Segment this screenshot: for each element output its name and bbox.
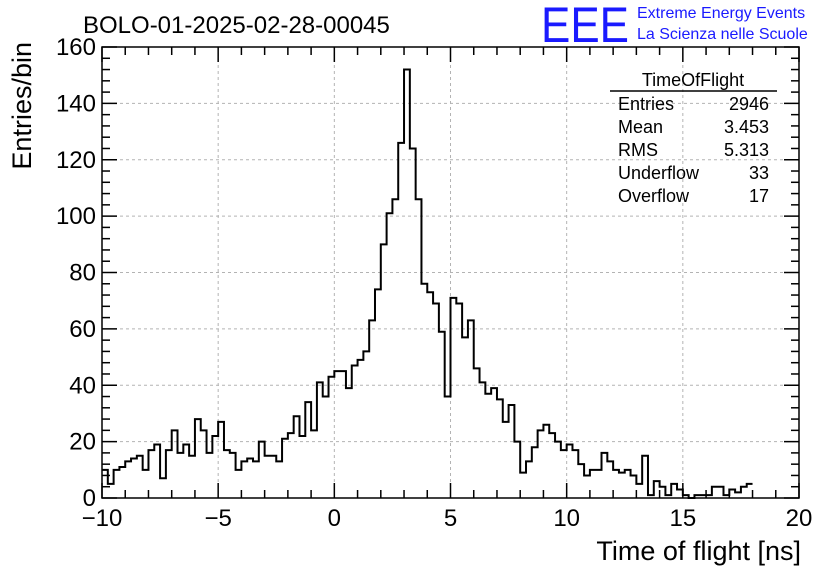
stats-overflow-value: 17 [749,186,769,206]
plot-frame [101,46,800,499]
histogram-outline [102,68,753,499]
y-tick-label: 100 [56,203,96,230]
stats-rms-value: 5.313 [724,140,769,160]
stats-rms-label: RMS [618,140,658,160]
y-tick-label: 60 [69,316,96,343]
x-tick-label: −10 [82,505,123,532]
y-tick-label: 160 [56,34,96,61]
tick-labels: −10 −5 0 5 10 15 20 0 20 40 60 80 100 120 140 160 [56,34,812,532]
stats-title: TimeOfFlight [642,70,744,90]
stats-mean-label: Mean [618,117,663,137]
y-tick-label: 40 [69,372,96,399]
y-tick-label: 80 [69,260,96,287]
y-tick-label: 120 [56,147,96,174]
logo: EEE Extreme Energy Events La Scienza nel… [541,0,808,53]
x-tick-label: 20 [786,505,813,532]
x-tick-label: −5 [204,505,231,532]
stats-underflow-value: 33 [749,163,769,183]
x-tick-label: 0 [328,505,341,532]
x-tick-label: 5 [444,505,457,532]
axis-ticks [101,46,800,499]
chart-title: BOLO-01-2025-02-28-00045 [83,12,390,39]
y-tick-label: 140 [56,90,96,117]
stats-box: TimeOfFlight Entries 2946 Mean 3.453 RMS… [610,70,777,206]
histogram [102,68,753,499]
y-tick-label: 0 [83,485,96,512]
stats-underflow-label: Underflow [618,163,700,183]
logo-mark: EEE [541,0,629,53]
x-tick-label: 10 [553,505,580,532]
logo-line-2: La Scienza nelle Scuole [637,26,808,43]
logo-line-1: Extreme Energy Events [637,5,805,22]
stats-entries-value: 2946 [729,94,769,114]
stats-overflow-label: Overflow [618,186,690,206]
x-axis-title: Time of flight [ns] [596,536,801,566]
stats-mean-value: 3.453 [724,117,769,137]
stats-entries-label: Entries [618,94,674,114]
y-axis-title: Entries/bin [7,42,37,170]
x-tick-label: 15 [669,505,696,532]
y-tick-label: 20 [69,429,96,456]
